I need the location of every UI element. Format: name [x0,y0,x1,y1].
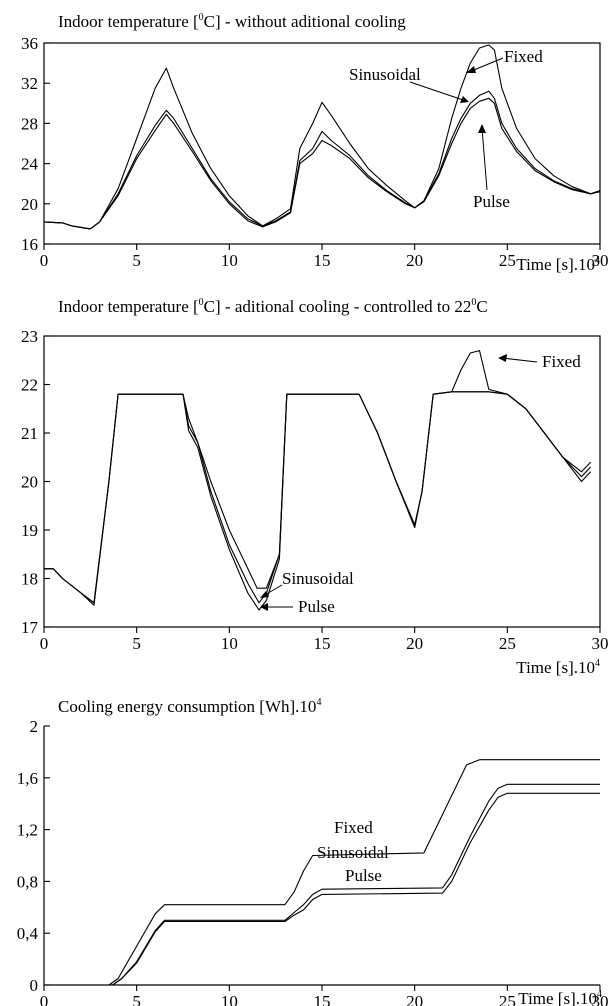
chart-1-ticks: 0 5 10 15 20 25 30 16 20 24 28 32 36 [21,34,609,270]
chart-1-x-tick-label: 5 [132,251,141,270]
chart-1-y-tick-label: 28 [21,114,38,133]
chart-3-series-sinusoidal [44,783,600,986]
chart-2-y-tick-label: 22 [21,376,38,395]
chart-2-arrowhead-fixed [498,354,507,362]
chart-3-x-tick-label: 20 [406,992,423,1006]
chart-2-x-tick-label: 10 [221,634,238,653]
chart-2-title: Indoor temperature [0C] - aditional cool… [58,297,488,316]
chart-3-x-tick-label: 0 [40,992,49,1006]
chart-1-x-tick-label: 0 [40,251,49,270]
chart-panel-3: Cooling energy consumption [Wh].104 0 5 10… [17,697,609,1006]
chart-1-arrow-sinusoidal [409,81,467,102]
chart-3-x-axis-label: Time [s].104 [518,989,602,1006]
chart-panel-2: Indoor temperature [0C] - aditional cool… [21,297,609,677]
chart-1-arrowhead-fixed [466,66,476,73]
chart-1-y-tick-label: 20 [21,195,38,214]
chart-2-y-tick-label: 18 [21,570,38,589]
chart-1-x-tick-label: 30 [592,251,609,270]
chart-3-y-tick-label: 0 [30,976,39,995]
chart-3-x-tick-label: 5 [132,992,141,1006]
chart-2-arrow-fixed [501,357,538,363]
chart-3-y-tick-label: 1,2 [17,821,38,840]
chart-1-annotation-pulse: Pulse [473,192,510,211]
chart-2-series-pulse [44,391,592,611]
chart-1-series-fixed [43,44,601,230]
chart-3-x-tick-label: 25 [499,992,516,1006]
chart-2-y-tick-label: 20 [21,473,38,492]
chart-1-x-tick-label: 25 [499,251,516,270]
chart-1-y-tick-label: 24 [21,155,39,174]
chart-2-series-layer [44,350,592,611]
chart-1-x-tick-label: 10 [221,251,238,270]
chart-2-series-fixed [44,350,592,604]
chart-1-annotation-sinusoidal: Sinusoidal [349,65,421,84]
chart-1-series-layer [43,44,601,230]
chart-2-arrowhead-sinusoidal [260,591,269,598]
chart-2-x-tick-label: 5 [132,634,141,653]
chart-3-ticks: 0 5 10 15 20 25 30 0 0,4 0,8 1,2 1,6 2 [17,717,609,1006]
chart-2-x-tick-label: 0 [40,634,49,653]
chart-2-x-tick-label: 15 [314,634,331,653]
chart-2-y-tick-label: 23 [21,327,38,346]
chart-2-y-tick-label: 17 [21,618,39,637]
chart-3-series-layer [44,759,600,986]
chart-2-x-axis-label: Time [s].104 [516,658,600,677]
chart-3-annotation-fixed: Fixed [334,818,373,837]
chart-1-x-axis-label: Time [s].104 [516,255,600,274]
chart-1-y-tick-label: 32 [21,74,38,93]
chart-1-annotation-fixed: Fixed [504,47,543,66]
chart-3-annotation-sinusoidal: Sinusoidal [317,843,389,862]
chart-2-annotation-pulse: Pulse [298,597,335,616]
chart-3-series-pulse [44,792,600,986]
chart-3-y-tick-label: 0,8 [17,872,38,891]
chart-1-series-pulse [43,97,601,230]
chart-2-arrowhead-pulse [260,603,268,611]
chart-1-plot-frame [43,42,601,245]
chart-2-annotation-sinusoidal: Sinusoidal [282,569,354,588]
chart-3-x-tick-label: 30 [592,992,609,1006]
chart-1-series-sinusoidal [43,90,601,230]
chart-3-title: Cooling energy consumption [Wh].104 [58,697,321,716]
chart-1-y-tick-label: 16 [21,235,38,254]
chart-2-y-tick-label: 21 [21,424,38,443]
chart-3-series-fixed [44,759,600,986]
chart-1-arrowhead-pulse [478,124,486,133]
chart-2-y-tick-label: 19 [21,521,38,540]
chart-1-x-tick-label: 15 [314,251,331,270]
chart-1-x-tick-label: 20 [406,251,423,270]
chart-2-x-tick-label: 30 [592,634,609,653]
chart-1-y-tick-label: 36 [21,34,38,53]
chart-panel-1: Indoor temperature [0C] - without aditio… [21,12,609,274]
chart-2-annotation-fixed: Fixed [542,352,581,371]
chart-3-x-tick-label: 15 [314,992,331,1006]
chart-3-x-tick-label: 10 [221,992,238,1006]
chart-2-x-tick-label: 20 [406,634,423,653]
chart-2-x-tick-label: 25 [499,634,516,653]
chart-3-annotation-pulse: Pulse [345,866,382,885]
chart-3-y-tick-label: 0,4 [17,924,39,943]
chart-2-ticks: 0 5 10 15 20 25 30 17 18 19 20 21 22 23 [21,327,609,653]
chart-3-y-tick-label: 1,6 [17,769,38,788]
chart-1-arrowhead-sinusoidal [460,96,469,103]
chart-1-arrow-pulse [481,127,488,191]
chart-3-y-tick-label: 2 [30,717,39,736]
chart-1-title: Indoor temperature [0C] - without aditio… [58,12,406,31]
